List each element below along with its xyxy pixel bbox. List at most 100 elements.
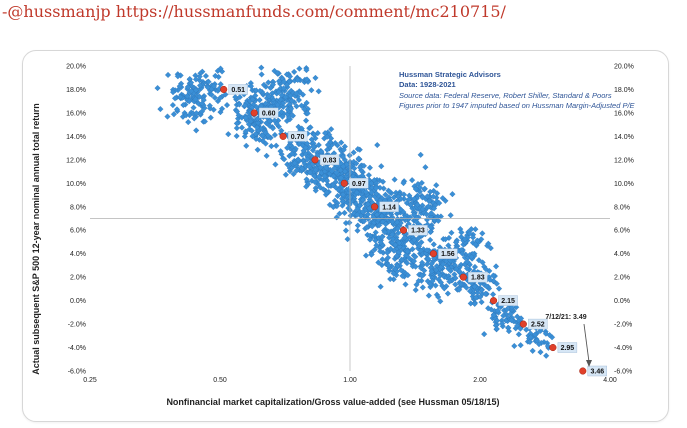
scatter-point xyxy=(321,173,328,180)
scatter-point xyxy=(339,202,346,209)
scatter-point xyxy=(241,133,248,140)
author-handle[interactable]: -@hussmanjp xyxy=(2,2,111,21)
scatter-point xyxy=(202,72,209,80)
fit-marker xyxy=(279,132,287,140)
scatter-point xyxy=(527,330,534,337)
y-tick-label-right: -2.0% xyxy=(614,322,632,329)
fit-marker xyxy=(311,156,319,164)
scatter-point xyxy=(487,245,494,252)
scatter-point xyxy=(282,171,289,178)
fit-label: 0.83 xyxy=(323,157,337,164)
scatter-point xyxy=(425,203,432,210)
scatter-point xyxy=(424,193,431,200)
scatter-point xyxy=(323,164,330,171)
scatter-point xyxy=(392,241,399,248)
fit-label-box xyxy=(557,342,578,353)
scatter-point xyxy=(303,176,310,183)
scatter-point xyxy=(293,90,300,97)
scatter-point xyxy=(421,185,428,192)
scatter-point xyxy=(386,188,393,195)
x-tick-label: 0.25 xyxy=(83,377,97,384)
scatter-point xyxy=(472,241,479,248)
y-axis-label: Actual subsequent S&P 500 12-year nomina… xyxy=(31,103,41,374)
scatter-point xyxy=(286,73,293,80)
scatter-point xyxy=(247,118,254,125)
scatter-point xyxy=(368,251,375,258)
scatter-point xyxy=(421,267,428,274)
scatter-point xyxy=(223,102,231,109)
scatter-point xyxy=(466,230,473,237)
scatter-point xyxy=(397,195,404,202)
scatter-point xyxy=(373,242,380,249)
scatter-point xyxy=(377,283,384,290)
scatter-point xyxy=(452,275,459,282)
scatter-point xyxy=(299,91,306,98)
scatter-point xyxy=(468,253,475,260)
scatter-point xyxy=(486,276,494,283)
scatter-point xyxy=(472,226,479,233)
scatter-point xyxy=(347,169,354,176)
scatter-point xyxy=(417,247,424,254)
scatter-point xyxy=(494,317,501,324)
scatter-point xyxy=(169,102,176,109)
scatter-point xyxy=(410,211,418,218)
annotation-org: Hussman Strategic Advisors xyxy=(399,70,501,79)
fit-marker xyxy=(371,203,379,211)
scatter-point xyxy=(458,229,465,236)
scatter-point xyxy=(265,93,272,100)
scatter-point xyxy=(363,224,370,231)
scatter-point xyxy=(354,146,361,153)
scatter-point xyxy=(390,270,397,277)
scatter-point xyxy=(294,76,301,84)
scatter-point xyxy=(393,253,400,260)
scatter-point xyxy=(446,278,453,285)
scatter-point xyxy=(243,142,250,149)
scatter-point xyxy=(328,126,335,133)
scatter-point xyxy=(274,101,281,109)
scatter-point xyxy=(372,185,380,192)
scatter-point xyxy=(233,108,241,115)
scatter-point xyxy=(273,142,280,149)
scatter-point xyxy=(423,211,430,218)
scatter-point xyxy=(453,239,460,246)
scatter-point xyxy=(197,82,204,89)
scatter-point xyxy=(205,78,212,85)
scatter-point xyxy=(401,234,408,241)
scatter-point xyxy=(463,258,471,265)
scatter-point xyxy=(395,229,402,236)
scatter-point xyxy=(199,100,206,107)
scatter-point xyxy=(375,259,382,266)
scatter-point xyxy=(330,204,337,211)
scatter-point xyxy=(365,215,372,223)
scatter-point xyxy=(418,272,425,279)
scatter-point xyxy=(328,135,335,142)
scatter-point xyxy=(336,210,343,217)
scatter-point xyxy=(304,156,311,163)
scatter-point xyxy=(186,75,193,83)
scatter-point xyxy=(341,168,349,175)
scatter-point xyxy=(392,265,399,273)
y-tick-label-right: 8.0% xyxy=(614,204,630,211)
source-link[interactable]: https://hussmanfunds.com/comment/mc21071… xyxy=(115,2,506,21)
scatter-point xyxy=(434,190,441,197)
scatter-point xyxy=(534,337,541,344)
scatter-point xyxy=(387,275,394,283)
scatter-point xyxy=(186,98,193,105)
scatter-point xyxy=(338,139,345,146)
scatter-point xyxy=(193,127,200,134)
scatter-point xyxy=(389,235,396,242)
scatter-point xyxy=(190,104,197,111)
scatter-point xyxy=(423,261,431,268)
scatter-point xyxy=(311,173,318,180)
scatter-point xyxy=(232,94,239,101)
scatter-point xyxy=(471,263,478,270)
scatter-point xyxy=(464,265,471,272)
scatter-point xyxy=(249,133,256,140)
scatter-point xyxy=(481,331,488,338)
scatter-point xyxy=(382,191,389,198)
scatter-point xyxy=(385,262,392,269)
scatter-point xyxy=(436,200,443,207)
scatter-point xyxy=(303,117,310,124)
scatter-point xyxy=(280,99,287,107)
scatter-point xyxy=(174,73,181,80)
